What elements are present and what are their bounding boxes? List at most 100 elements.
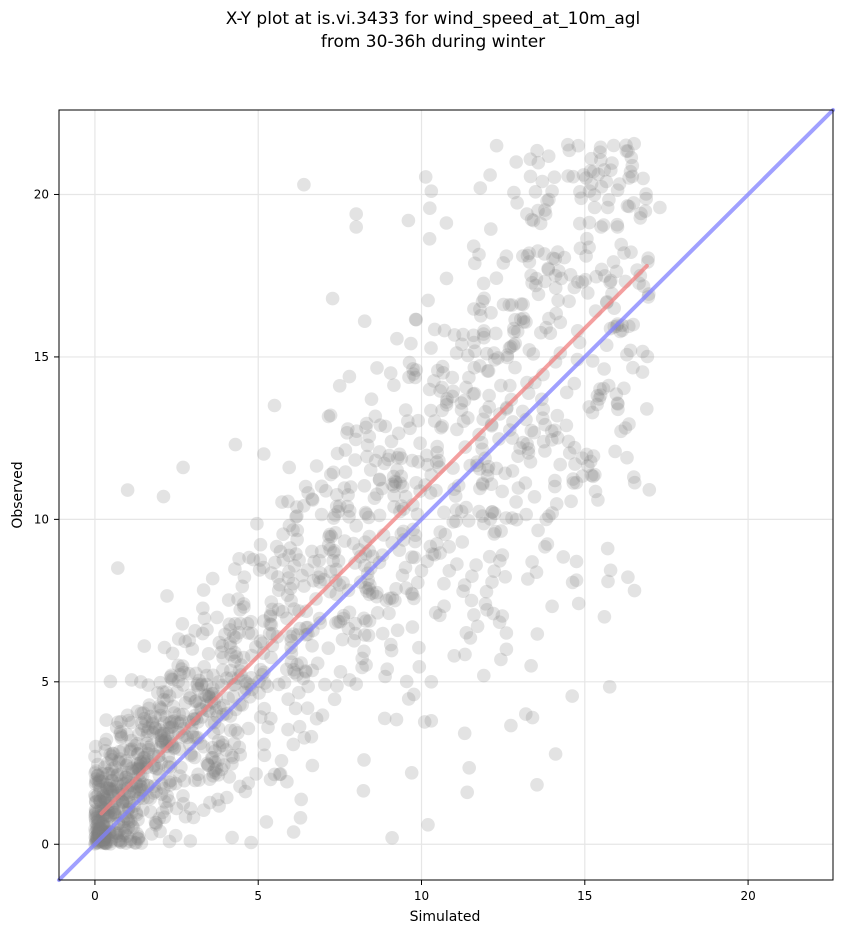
data-point bbox=[548, 747, 563, 761]
data-point bbox=[240, 616, 255, 631]
data-point bbox=[406, 367, 421, 381]
data-point bbox=[361, 510, 376, 525]
data-point bbox=[176, 707, 190, 722]
data-point bbox=[593, 388, 608, 403]
data-point bbox=[489, 326, 503, 341]
data-point bbox=[349, 220, 364, 234]
data-point bbox=[306, 573, 321, 588]
data-point bbox=[331, 504, 346, 519]
data-point bbox=[242, 550, 256, 565]
data-point bbox=[103, 837, 118, 851]
data-point bbox=[104, 749, 119, 763]
data-point bbox=[336, 575, 350, 590]
data-point bbox=[88, 804, 103, 819]
data-point bbox=[417, 715, 432, 729]
data-point bbox=[305, 663, 320, 678]
data-point bbox=[601, 378, 616, 393]
data-point bbox=[294, 656, 308, 670]
data-point bbox=[88, 807, 102, 822]
data-point bbox=[486, 606, 501, 621]
data-point bbox=[359, 658, 373, 672]
data-point bbox=[523, 455, 538, 469]
data-point bbox=[225, 830, 239, 845]
data-point bbox=[88, 788, 102, 803]
data-point bbox=[253, 553, 268, 567]
data-point bbox=[479, 584, 494, 599]
data-point bbox=[492, 432, 506, 446]
data-point bbox=[300, 563, 315, 577]
data-point bbox=[466, 387, 481, 401]
data-point bbox=[627, 470, 641, 484]
data-point bbox=[213, 701, 227, 715]
data-point bbox=[173, 716, 187, 731]
data-point bbox=[212, 740, 227, 754]
data-point bbox=[448, 489, 463, 503]
data-point bbox=[435, 380, 449, 395]
data-point bbox=[348, 626, 363, 641]
data-point bbox=[548, 423, 562, 438]
data-point bbox=[525, 555, 539, 569]
data-point bbox=[100, 836, 114, 851]
data-point bbox=[635, 344, 650, 359]
data-point bbox=[557, 250, 572, 265]
data-point bbox=[174, 714, 189, 729]
data-point bbox=[423, 486, 438, 500]
data-point bbox=[625, 158, 640, 173]
data-point bbox=[321, 641, 336, 655]
data-point bbox=[587, 200, 602, 215]
data-point bbox=[108, 760, 122, 774]
data-point bbox=[141, 740, 156, 755]
data-point bbox=[169, 801, 184, 816]
data-point bbox=[92, 829, 106, 843]
plot-frame bbox=[58, 109, 834, 881]
data-point bbox=[500, 348, 515, 362]
data-point bbox=[144, 827, 159, 841]
data-point bbox=[477, 516, 491, 531]
data-point bbox=[119, 794, 133, 808]
data-point bbox=[228, 617, 242, 631]
data-point bbox=[389, 475, 403, 490]
data-point bbox=[617, 381, 631, 396]
data-point bbox=[599, 295, 614, 310]
data-point bbox=[97, 824, 111, 839]
data-point bbox=[626, 317, 640, 332]
data-point bbox=[171, 725, 186, 740]
data-point bbox=[494, 652, 508, 667]
data-point bbox=[487, 346, 501, 360]
data-point bbox=[340, 426, 354, 440]
data-point bbox=[94, 821, 108, 836]
data-point bbox=[459, 380, 473, 395]
data-point bbox=[127, 835, 142, 850]
data-point bbox=[137, 639, 152, 653]
data-point bbox=[281, 722, 295, 737]
data-point bbox=[154, 733, 169, 748]
data-point bbox=[535, 411, 550, 426]
data-point bbox=[404, 586, 419, 601]
data-point bbox=[204, 751, 219, 765]
data-point bbox=[333, 499, 347, 513]
data-point bbox=[286, 737, 301, 752]
data-point bbox=[478, 597, 493, 611]
data-point bbox=[399, 581, 413, 595]
data-point bbox=[139, 714, 153, 729]
data-point bbox=[91, 788, 105, 802]
data-point bbox=[134, 706, 148, 721]
data-point bbox=[310, 656, 325, 671]
data-point bbox=[582, 240, 596, 255]
data-point bbox=[414, 564, 429, 578]
data-point bbox=[364, 392, 379, 407]
data-point bbox=[556, 550, 571, 564]
data-point bbox=[467, 335, 481, 350]
data-point bbox=[280, 774, 294, 789]
data-point bbox=[135, 723, 149, 737]
data-point bbox=[429, 455, 444, 470]
data-point bbox=[596, 218, 611, 232]
data-point bbox=[611, 397, 625, 411]
data-point bbox=[427, 322, 442, 337]
data-point bbox=[370, 361, 384, 375]
data-point bbox=[283, 629, 298, 644]
data-point bbox=[109, 779, 123, 794]
data-point bbox=[188, 624, 202, 638]
data-point bbox=[573, 216, 587, 231]
data-point bbox=[324, 529, 339, 544]
